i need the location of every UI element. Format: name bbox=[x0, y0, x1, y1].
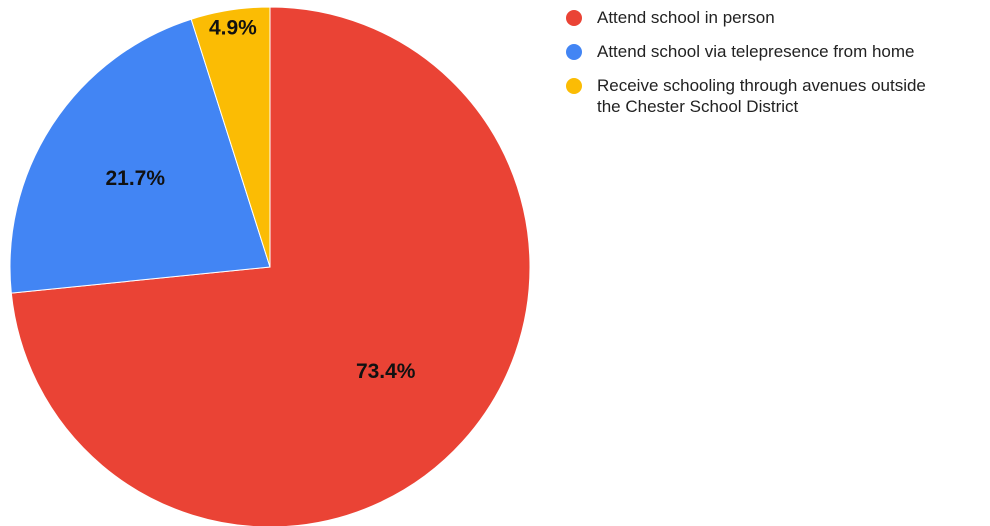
legend-label-outside-district: Receive schooling through avenues outsid… bbox=[597, 76, 926, 116]
pie-slice-telepresence bbox=[9, 18, 271, 294]
chart-legend: Attend school in person Attend school vi… bbox=[566, 7, 986, 130]
legend-item-in-person: Attend school in person bbox=[566, 7, 986, 28]
pie-label-outside-district: 4.9% bbox=[209, 17, 257, 40]
legend-swatch-in-person bbox=[566, 10, 582, 26]
legend-item-telepresence: Attend school via telepresence from home bbox=[566, 41, 986, 62]
legend-item-outside-district: Receive schooling through avenues outsid… bbox=[566, 75, 986, 117]
legend-swatch-outside-district bbox=[566, 78, 582, 94]
pie-label-telepresence: 21.7% bbox=[105, 167, 165, 190]
pie-slice-outside-district bbox=[190, 6, 271, 268]
legend-label-in-person: Attend school in person bbox=[597, 8, 775, 27]
pie-label-in-person: 73.4% bbox=[356, 360, 416, 383]
legend-swatch-telepresence bbox=[566, 44, 582, 60]
pie-slice-in-person bbox=[10, 6, 531, 526]
pie-plot-area: 73.4% 21.7% 4.9% bbox=[9, 6, 531, 526]
legend-label-telepresence: Attend school via telepresence from home bbox=[597, 42, 915, 61]
